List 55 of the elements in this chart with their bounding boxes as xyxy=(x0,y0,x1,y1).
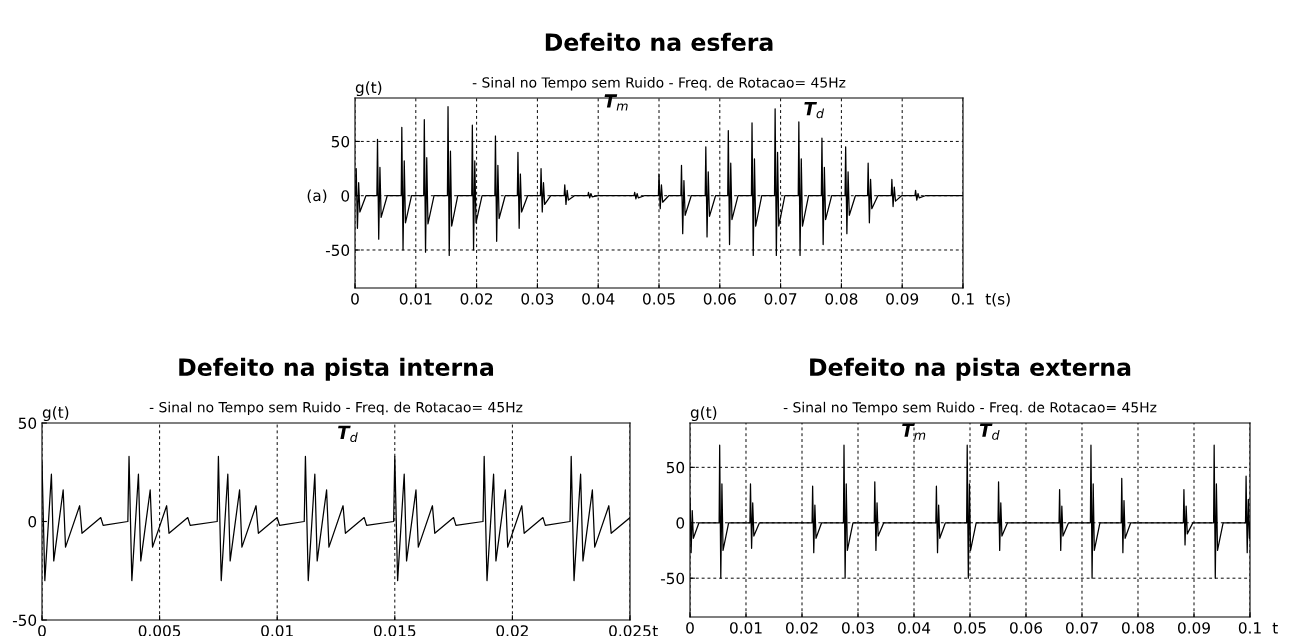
chart-title: Defeito na esfera xyxy=(545,32,773,52)
chart-title: Defeito na pista externa xyxy=(810,357,1131,381)
x-tick-label: 0.05 xyxy=(643,293,675,305)
x-tick-label: 0.09 xyxy=(886,293,919,305)
y-tick-label: 50 xyxy=(666,461,685,474)
x-tick-label: 0.06 xyxy=(703,293,736,305)
x-tick-label: 0.09 xyxy=(1178,622,1210,634)
x-tick-label: 0.07 xyxy=(764,293,797,305)
x-tick-label: 0.06 xyxy=(1010,622,1043,634)
y-tick-label: -50 xyxy=(12,614,37,627)
x-tick-label: 0.01 xyxy=(261,625,293,636)
x-axis-title: t xyxy=(1272,622,1278,634)
x-tick-label: 0.01 xyxy=(730,622,762,634)
annotation: T$_{d}$ xyxy=(804,101,825,119)
x-tick-label: 0.02 xyxy=(496,625,528,636)
y-tick-label: 50 xyxy=(18,417,37,430)
y-axis-title: g(t) xyxy=(355,81,382,97)
annotation: T$_{m}$ xyxy=(604,94,628,111)
y-tick-label: -50 xyxy=(325,244,350,257)
x-tick-label: 0.015 xyxy=(373,625,416,636)
x-tick-label: 0.01 xyxy=(399,293,432,305)
annotation: T$_{d}$ xyxy=(979,423,1000,440)
y-tick-label: 0 xyxy=(341,190,350,202)
annotation: T$_{m}$ xyxy=(902,423,926,440)
y-axis-title: g(t) xyxy=(690,406,717,422)
x-tick-label: 0.02 xyxy=(786,622,818,634)
x-tick-label: 0.04 xyxy=(582,293,615,305)
y-axis-title: g(t) xyxy=(42,406,69,422)
x-tick-label: 0.07 xyxy=(1066,622,1098,634)
chart-subtitle: - Sinal no Tempo sem Ruido - Freq. de Rotacao= 45Hz xyxy=(472,76,846,91)
annotation: T$_{d}$ xyxy=(338,425,358,443)
x-tick-label: 0 xyxy=(351,293,359,305)
x-tick-label: 0.03 xyxy=(842,622,874,634)
chart-title: Defeito na pista interna xyxy=(179,357,494,381)
x-tick-label: 0.02 xyxy=(460,293,493,305)
x-axis-title: t xyxy=(652,625,658,636)
x-tick-label: 0 xyxy=(38,625,46,636)
chart-subtitle: - Sinal no Tempo sem Ruido - Freq. de Rotacao= 45Hz xyxy=(783,401,1157,416)
x-tick-label: 0.08 xyxy=(1122,622,1154,634)
text: (a) xyxy=(307,189,327,204)
x-tick-label: 0 xyxy=(686,622,694,634)
x-tick-label: 0.08 xyxy=(825,293,858,305)
y-tick-label: 50 xyxy=(331,135,350,148)
x-tick-label: 0.1 xyxy=(1238,622,1261,634)
y-tick-label: -50 xyxy=(660,572,685,585)
x-axis-title: t(s) xyxy=(985,292,1010,307)
x-tick-label: 0.005 xyxy=(138,625,181,636)
x-tick-label: 0.05 xyxy=(954,622,986,634)
chart-subtitle: - Sinal no Tempo sem Ruido - Freq. de Rotacao= 45Hz xyxy=(149,401,523,416)
y-tick-label: 0 xyxy=(28,515,37,528)
y-tick-label: 0 xyxy=(676,517,685,529)
x-tick-label: 0.04 xyxy=(898,622,931,634)
x-tick-label: 0.025 xyxy=(609,625,651,636)
x-tick-label: 0.1 xyxy=(951,293,974,305)
x-tick-label: 0.03 xyxy=(521,293,554,305)
